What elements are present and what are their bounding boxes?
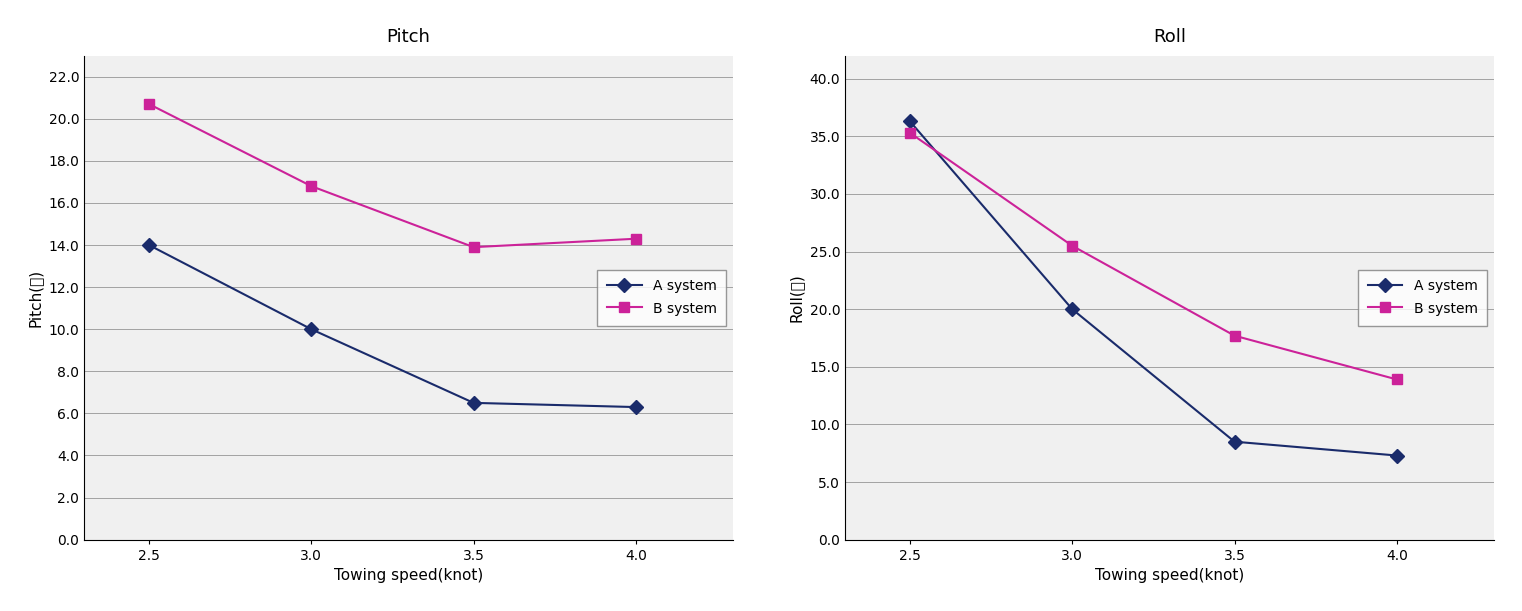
Title: Roll: Roll xyxy=(1154,27,1186,46)
Y-axis label: Pitch(도): Pitch(도) xyxy=(27,269,43,327)
X-axis label: Towing speed(knot): Towing speed(knot) xyxy=(1094,568,1245,584)
A system xyxy=(901,118,919,125)
A system xyxy=(1225,438,1243,445)
Legend: A system, B system: A system, B system xyxy=(1358,270,1487,326)
B system xyxy=(627,235,645,243)
Line: A system: A system xyxy=(145,240,641,412)
B system xyxy=(464,244,482,251)
B system xyxy=(901,129,919,136)
B system xyxy=(1225,332,1243,339)
B system xyxy=(140,100,158,108)
B system xyxy=(1388,376,1406,383)
A system xyxy=(464,399,482,406)
Y-axis label: Roll(도): Roll(도) xyxy=(788,273,804,322)
Line: B system: B system xyxy=(145,99,641,252)
A system xyxy=(627,403,645,411)
A system xyxy=(303,326,321,333)
Line: B system: B system xyxy=(906,128,1402,384)
Legend: A system, B system: A system, B system xyxy=(597,270,726,326)
B system xyxy=(1062,242,1081,249)
X-axis label: Towing speed(knot): Towing speed(knot) xyxy=(333,568,484,584)
B system xyxy=(303,183,321,190)
Title: Pitch: Pitch xyxy=(387,27,431,46)
Line: A system: A system xyxy=(906,117,1402,460)
A system xyxy=(1062,306,1081,313)
A system xyxy=(140,241,158,249)
A system xyxy=(1388,452,1406,459)
